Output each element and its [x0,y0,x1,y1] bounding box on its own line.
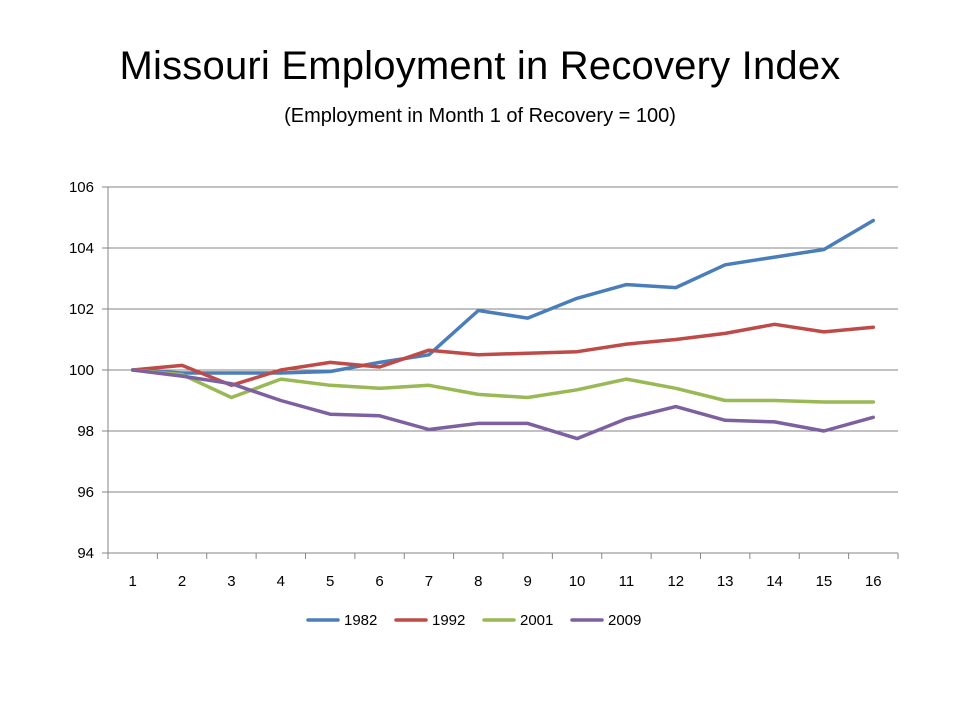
x-tick-label: 4 [277,573,285,590]
x-tick-label: 1 [129,573,137,590]
series-line-2009 [130,368,876,441]
legend-label-1992: 1992 [432,612,465,629]
legend: 1982 1992 2001 2009 [306,612,641,629]
x-tick-label: 9 [524,573,532,590]
chart-subtitle: (Employment in Month 1 of Recovery = 100… [284,105,676,127]
x-tick-label: 12 [667,573,684,590]
series-lines [130,218,876,441]
x-tick-label: 16 [865,573,882,590]
x-tick-label: 13 [717,573,734,590]
series-line-2001 [130,368,876,404]
x-axis-ticks: 1 2 3 4 5 6 7 8 9 10 11 12 13 14 15 16 [107,553,899,590]
legend-label-2001: 2001 [520,612,553,629]
series-line-1992 [130,322,876,388]
y-tick-label: 102 [69,301,94,318]
x-tick-label: 10 [569,573,586,590]
x-tick-label: 8 [474,573,482,590]
x-tick-label: 3 [227,573,235,590]
legend-label-2009: 2009 [608,612,641,629]
series-line-1982 [130,218,876,375]
y-tick-label: 100 [69,362,94,379]
y-tick-label: 98 [77,423,94,440]
y-tick-label: 94 [77,545,94,562]
x-tick-label: 15 [816,573,833,590]
x-tick-label: 5 [326,573,334,590]
gridlines [108,186,898,554]
x-tick-label: 11 [619,573,635,590]
chart-title: Missouri Employment in Recovery Index [119,44,841,88]
x-tick-label: 7 [425,573,433,590]
y-tick-label: 104 [69,240,94,257]
x-tick-label: 14 [766,573,783,590]
legend-label-1982: 1982 [344,612,377,629]
y-axis-ticks: 94 96 98 100 102 104 106 [69,179,108,562]
x-tick-label: 6 [375,573,383,590]
y-tick-label: 96 [77,484,94,501]
y-tick-label: 106 [69,179,94,196]
x-tick-label: 2 [178,573,186,590]
